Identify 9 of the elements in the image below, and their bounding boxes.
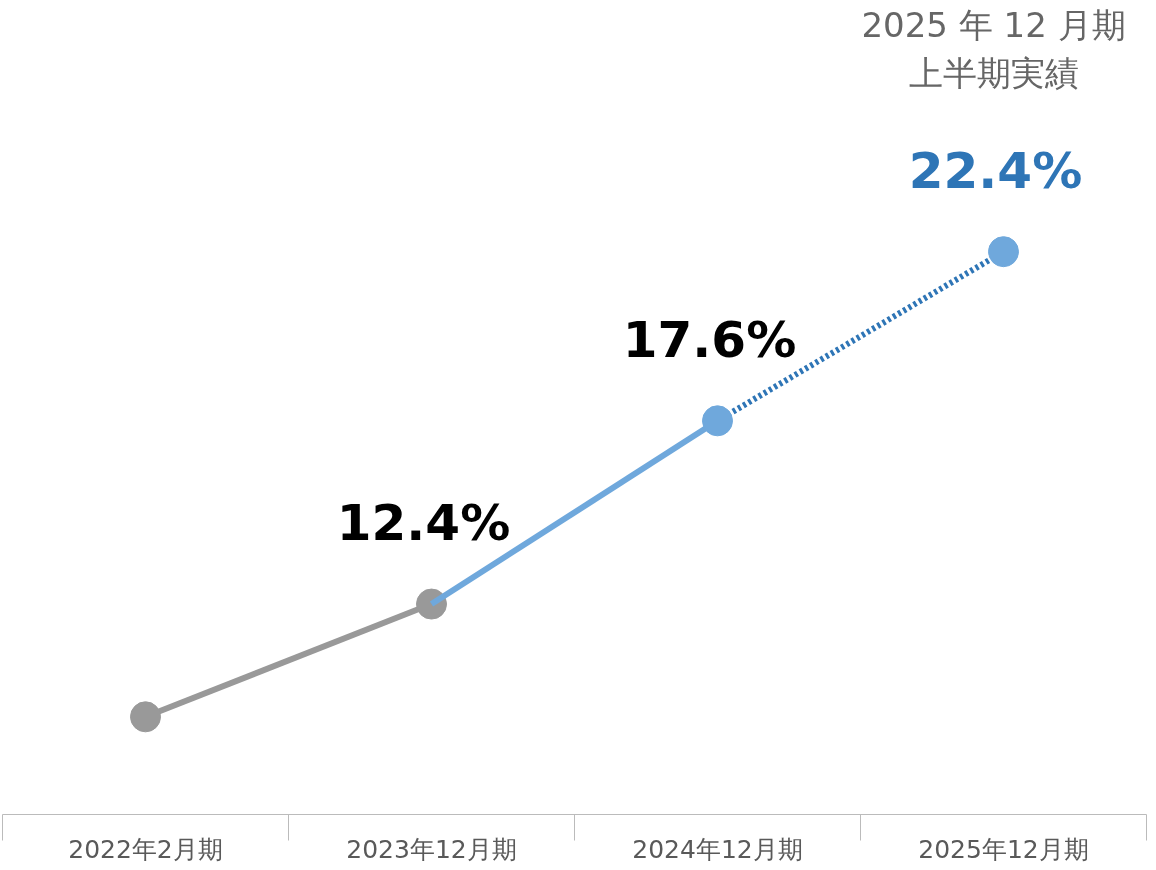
text: 2025 年 12 月期 — [861, 4, 1126, 45]
x-tick-label: 2025年12月期 — [918, 834, 1089, 864]
x-tick-label: 2022年2月期 — [68, 834, 223, 864]
data-label: 22.4% — [908, 141, 1083, 200]
text: 上半期実績 — [908, 52, 1079, 93]
data-label: 17.6% — [622, 310, 797, 369]
x-tick-label: 2024年12月期 — [632, 834, 803, 864]
data-label: 12.4% — [336, 494, 511, 553]
x-tick-label: 2023年12月期 — [346, 834, 517, 864]
